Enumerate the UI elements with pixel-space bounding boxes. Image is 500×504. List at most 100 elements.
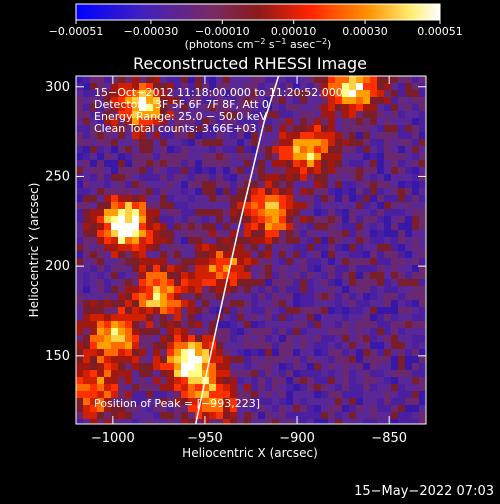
heatmap-cell [223,195,231,203]
heatmap-cell [398,335,406,343]
heatmap-cell [104,419,112,424]
heatmap-cell [286,230,294,238]
heatmap-cell [167,321,175,329]
heatmap-cell [132,314,140,322]
heatmap-cell [293,111,301,119]
heatmap-cell [384,153,392,161]
heatmap-cell [321,300,329,308]
heatmap-cell [307,412,315,420]
heatmap-cell [76,279,84,287]
heatmap-cell [258,272,266,280]
heatmap-cell [377,153,385,161]
heatmap-cell [286,125,294,133]
heatmap-cell [363,202,371,210]
heatmap-cell [90,412,98,420]
heatmap-cell [76,300,84,308]
heatmap-cell [265,391,273,399]
heatmap-cell [314,391,322,399]
heatmap-cell [251,167,259,175]
heatmap-cell [139,111,147,119]
heatmap-cell [272,237,280,245]
heatmap-cell [244,230,252,238]
heatmap-cell [349,300,357,308]
heatmap-cell [405,118,413,126]
heatmap-cell [202,349,210,357]
heatmap-cell [118,83,126,91]
heatmap-cell [300,160,308,168]
heatmap-cell [125,279,133,287]
heatmap-cell [363,244,371,252]
heatmap-cell [335,342,343,350]
heatmap-cell [300,412,308,420]
heatmap-cell [216,188,224,196]
heatmap-cell [160,118,168,126]
heatmap-cell [356,181,364,189]
heatmap-cell [321,181,329,189]
heatmap-cell [307,181,315,189]
heatmap-cell [230,398,238,406]
heatmap-cell [244,405,252,413]
heatmap-cell [132,412,140,420]
heatmap-cell [335,181,343,189]
heatmap-cell [146,251,154,259]
heatmap-cell [195,377,203,385]
heatmap-cell [139,195,147,203]
heatmap-cell [328,356,336,364]
heatmap-cell [272,125,280,133]
heatmap-cell [97,237,105,245]
heatmap-cell [321,160,329,168]
heatmap-cell [300,153,308,161]
heatmap-cell [216,251,224,259]
heatmap-cell [300,391,308,399]
heatmap-cell [209,328,217,336]
heatmap-cell [251,293,259,301]
heatmap-cell [356,265,364,273]
heatmap-cell [419,300,426,308]
heatmap-cell [188,342,196,350]
heatmap-cell [335,412,343,420]
heatmap-cell [405,188,413,196]
heatmap-cell [146,237,154,245]
heatmap-cell [391,181,399,189]
heatmap-cell [209,83,217,91]
heatmap-cell [174,111,182,119]
heatmap-cell [335,125,343,133]
heatmap-cell [139,97,147,105]
heatmap-cell [195,321,203,329]
heatmap-cell [356,230,364,238]
heatmap-cell [132,90,140,98]
heatmap-cell [167,230,175,238]
heatmap-cell [272,181,280,189]
peak-position-label: Position of Peak = [−993,223] [94,397,260,410]
heatmap-cell [321,391,329,399]
heatmap-cell [272,160,280,168]
heatmap-cell [419,335,426,343]
heatmap-cell [307,97,315,105]
heatmap-cell [76,174,84,182]
heatmap-cell [307,342,315,350]
heatmap-cell [363,272,371,280]
heatmap-cell [265,265,273,273]
heatmap-cell [286,76,294,84]
heatmap-cell [356,307,364,315]
heatmap-cell [356,398,364,406]
heatmap-cell [321,342,329,350]
heatmap-cell [132,363,140,371]
heatmap-cell [272,384,280,392]
heatmap-cell [202,405,210,413]
heatmap-cell [419,307,426,315]
heatmap-cell [293,342,301,350]
heatmap-cell [405,335,413,343]
heatmap-cell [258,132,266,140]
heatmap-cell [342,104,350,112]
heatmap-cell [405,328,413,336]
heatmap-cell [321,398,329,406]
heatmap-cell [188,237,196,245]
heatmap-cell [321,132,329,140]
heatmap-cell [160,314,168,322]
heatmap-cell [307,125,315,133]
heatmap-cell [258,398,266,406]
heatmap-cell [132,335,140,343]
heatmap-cell [181,181,189,189]
heatmap-cell [286,153,294,161]
